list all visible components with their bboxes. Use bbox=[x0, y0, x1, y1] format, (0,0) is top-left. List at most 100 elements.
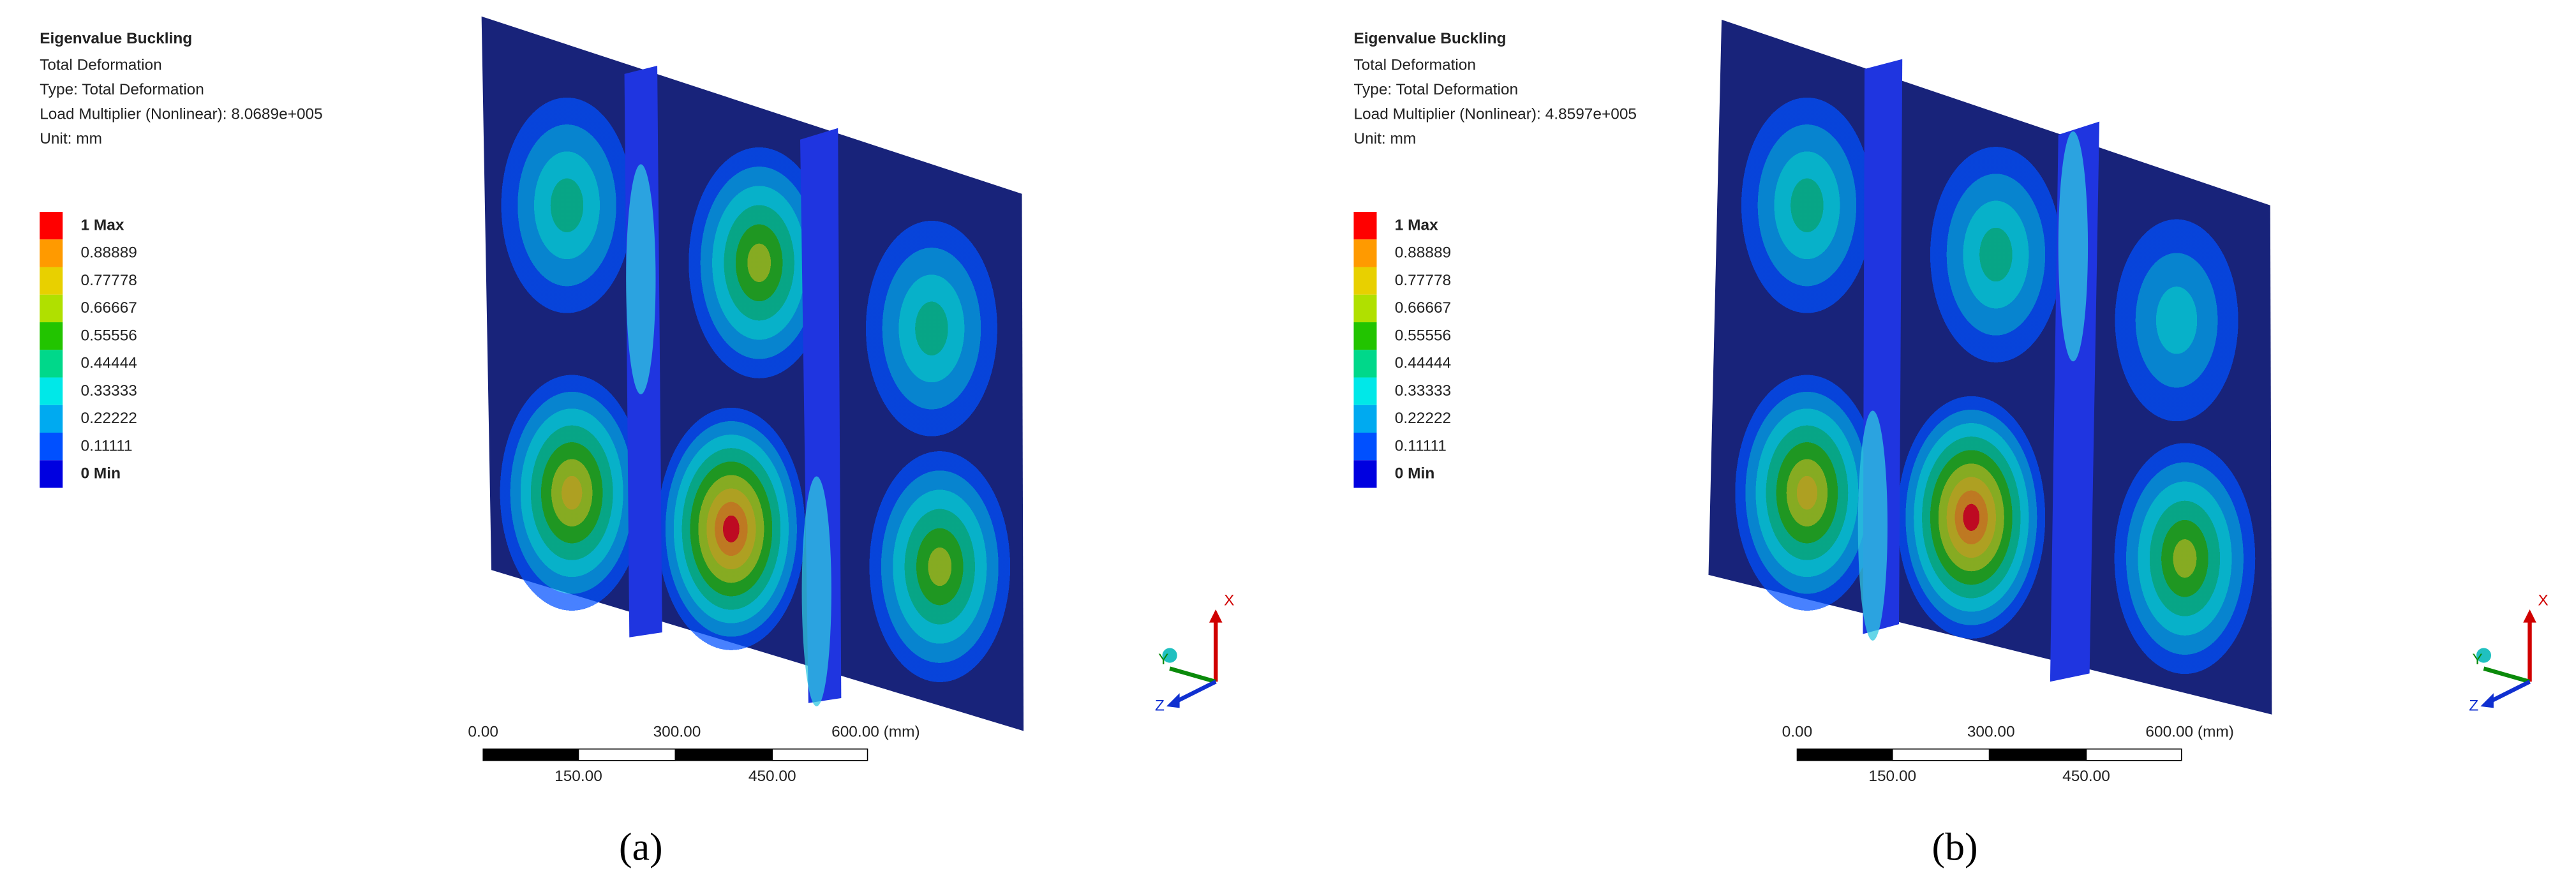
scale-segment bbox=[771, 749, 868, 761]
triad-z-head bbox=[1166, 693, 1180, 708]
deformation-contour bbox=[1725, 70, 1889, 340]
legend-label: 0.33333 bbox=[1395, 382, 1451, 399]
deformation-contour bbox=[2094, 185, 2259, 456]
legend-swatch bbox=[1353, 212, 1377, 240]
legend-swatch bbox=[40, 212, 63, 240]
header-line: Load Multiplier (Nonlinear): 4.8597e+005 bbox=[1353, 106, 1637, 123]
triad-z bbox=[1172, 680, 1217, 705]
deformation-contour bbox=[2103, 424, 2267, 694]
legend-swatch bbox=[40, 322, 63, 350]
legend-swatch bbox=[40, 294, 63, 323]
scale-label: 600.00 (mm) bbox=[831, 723, 920, 740]
legend-swatch bbox=[1353, 322, 1377, 350]
legend-swatch bbox=[1353, 405, 1377, 433]
triad-origin bbox=[2476, 648, 2492, 663]
deformation-contour bbox=[1889, 382, 2054, 652]
scale-segment bbox=[1796, 749, 1893, 761]
legend-swatch bbox=[1353, 433, 1377, 461]
deformation-contour bbox=[858, 431, 1022, 702]
triad-z bbox=[2486, 680, 2531, 705]
header-line: Unit: mm bbox=[40, 130, 102, 147]
legend-label: 0.55556 bbox=[1395, 327, 1451, 344]
legend-swatch bbox=[40, 267, 63, 295]
legend-label: 0.55556 bbox=[81, 327, 137, 344]
scale-segment bbox=[482, 749, 579, 761]
scale-segment bbox=[1891, 749, 1990, 761]
triad-x-head bbox=[1209, 609, 1223, 623]
triad-origin bbox=[1162, 648, 1177, 663]
header-title: Eigenvalue Buckling bbox=[1353, 30, 1506, 47]
header-line: Unit: mm bbox=[1353, 130, 1416, 147]
triad-z-head bbox=[2480, 693, 2494, 708]
legend-swatch bbox=[40, 350, 63, 378]
legend-swatch bbox=[40, 405, 63, 433]
triad-label: Z bbox=[2469, 697, 2478, 714]
legend-swatch bbox=[1353, 294, 1377, 323]
legend-label: 0 Min bbox=[1395, 465, 1434, 482]
scale-label: 150.00 bbox=[555, 768, 602, 785]
deformation-contour bbox=[489, 358, 654, 628]
header-line: Load Multiplier (Nonlinear): 8.0689e+005 bbox=[40, 106, 323, 123]
scale-label: 450.00 bbox=[748, 768, 796, 785]
legend-label: 0.66667 bbox=[81, 299, 137, 317]
deformation-contour bbox=[849, 193, 1014, 463]
header-line: Total Deformation bbox=[1353, 56, 1476, 73]
scale-label: 300.00 bbox=[1967, 723, 2015, 740]
legend-label: 0 Min bbox=[81, 465, 121, 482]
scale-segment bbox=[674, 749, 773, 761]
triad-label: Y bbox=[2472, 651, 2482, 668]
legend-label: 1 Max bbox=[81, 216, 124, 234]
legend-swatch bbox=[1353, 350, 1377, 378]
scale-label: 150.00 bbox=[1868, 768, 1916, 785]
legend-swatch bbox=[1353, 239, 1377, 267]
legend-label: 0.11111 bbox=[81, 437, 133, 454]
legend-label: 1 Max bbox=[1395, 216, 1438, 234]
legend-label: 0.44444 bbox=[81, 355, 137, 372]
triad-label: Z bbox=[1155, 697, 1165, 714]
legend-swatch bbox=[1353, 377, 1377, 405]
stiffener-bulge bbox=[626, 164, 656, 394]
legend-label: 0.77778 bbox=[1395, 272, 1451, 289]
legend-label: 0.11111 bbox=[1395, 437, 1447, 454]
header-line: Type: Total Deformation bbox=[1353, 81, 1518, 98]
scale-label: 0.00 bbox=[1782, 723, 1813, 740]
scale-label: 0.00 bbox=[468, 723, 498, 740]
header-title: Eigenvalue Buckling bbox=[40, 30, 192, 47]
deformation-contour bbox=[484, 70, 650, 340]
deformation-contour bbox=[1914, 119, 2078, 390]
deformation-contour bbox=[676, 128, 842, 398]
stiffener-bulge bbox=[2058, 131, 2088, 362]
legend-label: 0.33333 bbox=[81, 382, 137, 399]
legend-label: 0.88889 bbox=[1395, 244, 1451, 262]
stiffener-bulge bbox=[1858, 410, 1888, 641]
deformation-contour bbox=[649, 394, 814, 664]
legend-swatch bbox=[40, 460, 63, 488]
triad-label: X bbox=[2538, 592, 2548, 609]
legend-label: 0.66667 bbox=[1395, 299, 1451, 317]
legend-label: 0.88889 bbox=[81, 244, 137, 262]
stiffener-bulge bbox=[801, 476, 831, 706]
scale-label: 600.00 (mm) bbox=[2145, 723, 2234, 740]
triad-label: Y bbox=[1158, 651, 1168, 668]
legend-swatch bbox=[40, 433, 63, 461]
triad-x-head bbox=[2523, 609, 2536, 623]
scale-label: 450.00 bbox=[2062, 768, 2110, 785]
caption: (a) bbox=[619, 826, 663, 869]
header-line: Total Deformation bbox=[40, 56, 162, 73]
legend-label: 0.22222 bbox=[81, 410, 137, 427]
scale-label: 300.00 bbox=[653, 723, 701, 740]
scale-segment bbox=[1988, 749, 2087, 761]
triad-y bbox=[1169, 666, 1217, 684]
header-line: Type: Total Deformation bbox=[40, 81, 204, 98]
legend-label: 0.77778 bbox=[81, 272, 137, 289]
scale-segment bbox=[2085, 749, 2182, 761]
legend-label: 0.44444 bbox=[1395, 355, 1451, 372]
caption: (b) bbox=[1932, 826, 1978, 869]
legend-swatch bbox=[40, 377, 63, 405]
legend-swatch bbox=[40, 239, 63, 267]
legend-label: 0.22222 bbox=[1395, 410, 1451, 427]
scale-segment bbox=[577, 749, 676, 761]
legend-swatch bbox=[1353, 267, 1377, 295]
deformation-contour bbox=[1725, 358, 1889, 628]
